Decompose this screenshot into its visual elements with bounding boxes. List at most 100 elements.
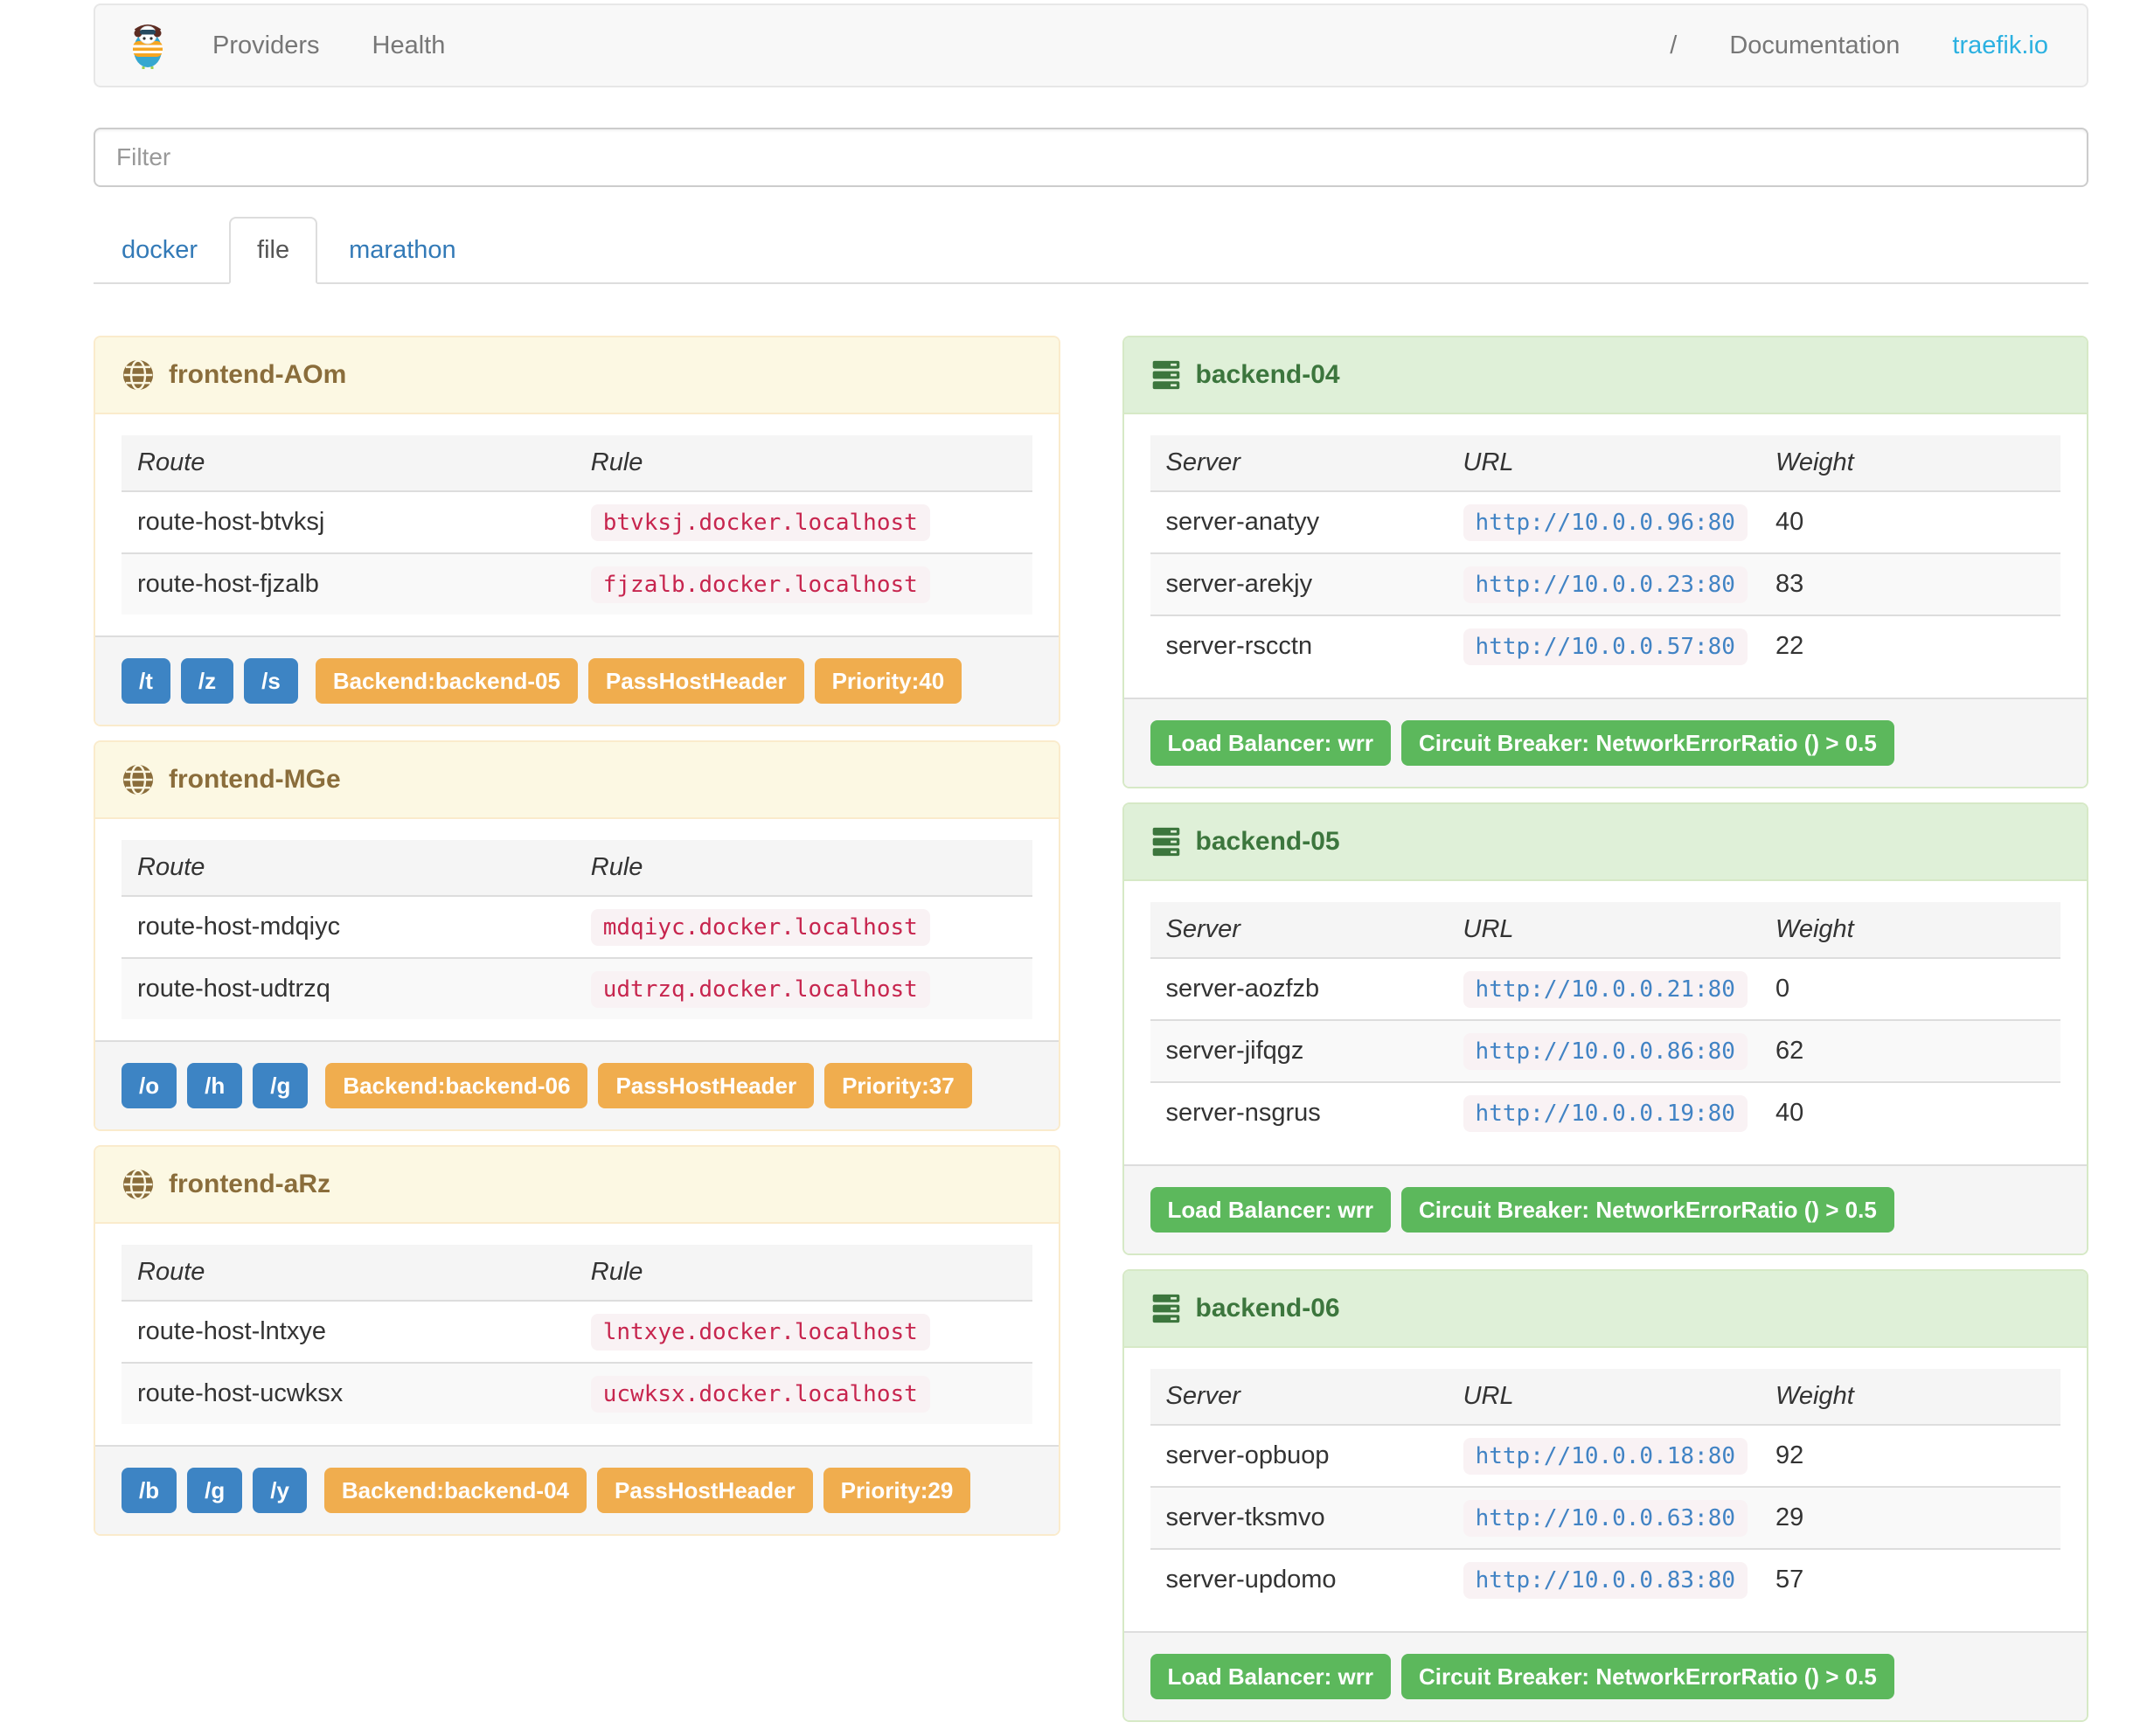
frontend-title: frontend-MGe (169, 765, 341, 794)
server-icon (1152, 1294, 1179, 1323)
table-row: server-arekjy http://10.0.0.23:80 83 (1150, 552, 2060, 615)
nav-providers-link[interactable]: Providers (212, 31, 320, 59)
server-column-header: Server (1150, 435, 1449, 492)
tab-docker[interactable]: docker (122, 236, 198, 264)
table-row: server-anatyy http://10.0.0.96:80 40 (1150, 491, 2061, 553)
server-weight: 57 (1761, 1548, 2060, 1610)
priority-badge: Priority:40 (814, 658, 962, 704)
rule-column-header: Rule (576, 840, 1032, 897)
table-header-row: Route Rule (122, 840, 1032, 897)
traefik-logo[interactable] (108, 21, 186, 70)
table-row: server-jifqgz http://10.0.0.86:80 62 (1150, 1019, 2060, 1082)
backend-panel: backend-06 Server URL Weight (1122, 1269, 2088, 1722)
nav-documentation-link[interactable]: Documentation (1729, 31, 1900, 59)
property-badges: Backend:backend-06 PassHostHeader Priori… (325, 1063, 972, 1108)
url-column-header: URL (1449, 902, 1761, 959)
globe-icon (122, 1169, 154, 1200)
backend-badges: Load Balancer: wrr Circuit Breaker: Netw… (1150, 1187, 1894, 1233)
frontend-panel-heading: frontend-aRz (95, 1147, 1059, 1224)
table-row: server-aozfzb http://10.0.0.21:80 0 (1150, 958, 2061, 1020)
nav-root-link[interactable]: / (1670, 31, 1678, 59)
backend-badges: Load Balancer: wrr Circuit Breaker: Netw… (1150, 720, 1894, 766)
server-url: http://10.0.0.19:80 (1463, 1095, 1748, 1132)
load-balancer-badge: Load Balancer: wrr (1150, 1654, 1392, 1699)
nav-traefik-io-link[interactable]: traefik.io (1952, 31, 2048, 59)
server-name: server-aozfzb (1165, 975, 1320, 1003)
backend-panel-heading: backend-04 (1123, 337, 2087, 414)
server-weight: 0 (1775, 975, 1790, 1003)
table-row: route-host-fjzalb fjzalb.docker.localhos… (122, 552, 1032, 615)
server-name: server-jifqgz (1150, 1019, 1449, 1082)
entrypoint-badge: /o (122, 1063, 177, 1108)
backend-panel-body: Server URL Weight server-anatyy http://1… (1124, 414, 2088, 698)
backend-panel-footer: Load Balancer: wrr Circuit Breaker: Netw… (1123, 1631, 2087, 1720)
route-rule: lntxye.docker.localhost (590, 1314, 930, 1351)
url-column-header: URL (1449, 435, 1761, 492)
table-header-row: Route Rule (122, 435, 1032, 492)
weight-column-header: Weight (1761, 902, 2060, 959)
server-url: http://10.0.0.83:80 (1463, 1562, 1748, 1599)
server-url: http://10.0.0.57:80 (1463, 628, 1748, 665)
backend-panel-body: Server URL Weight server-aozfzb http://1… (1124, 881, 2088, 1164)
server-url: http://10.0.0.63:80 (1463, 1500, 1748, 1537)
route-rule: mdqiyc.docker.localhost (590, 909, 930, 946)
globe-icon (122, 764, 154, 795)
rule-column-header: Rule (576, 1245, 1032, 1302)
frontend-panel-body: Route Rule route-host-btvksj btvksj.dock… (95, 414, 1059, 635)
server-name: server-rscctn (1150, 615, 1449, 677)
server-name: server-updomo (1150, 1548, 1449, 1610)
priority-badge: Priority:37 (824, 1063, 972, 1108)
traefik-mascot-icon (133, 24, 163, 69)
table-header-row: Server URL Weight (1150, 1369, 2060, 1426)
frontend-panel-footer: /b /g /y Backend:backend-04 PassHostHead… (95, 1445, 1059, 1534)
frontend-panel-heading: frontend-AOm (95, 337, 1059, 414)
frontend-panel-footer: /t /z /s Backend:backend-05 PassHostHead… (95, 635, 1059, 725)
frontend-panel-footer: /o /h /g Backend:backend-06 PassHostHead… (95, 1040, 1059, 1129)
tab-file[interactable]: file (229, 217, 318, 284)
entrypoint-badge: /t (122, 658, 170, 704)
server-icon (1152, 360, 1179, 390)
table-row: route-host-ucwksx ucwksx.docker.localhos… (122, 1362, 1032, 1424)
entrypoint-badges: /o /h /g (122, 1063, 309, 1108)
table-row: server-opbuop http://10.0.0.18:80 92 (1150, 1425, 2061, 1487)
frontend-panel: frontend-AOm Route Rule route-host-btvk (94, 336, 1060, 726)
route-rule: btvksj.docker.localhost (590, 504, 930, 541)
filter-section (94, 128, 2088, 187)
server-name: server-tksmvo (1150, 1486, 1449, 1549)
server-icon (1152, 827, 1179, 857)
frontend-title: frontend-AOm (169, 360, 347, 389)
url-column-header: URL (1449, 1369, 1762, 1426)
route-column-header: Route (122, 1245, 577, 1302)
tab-marathon[interactable]: marathon (349, 236, 456, 264)
globe-icon (122, 359, 154, 391)
nav-health-link[interactable]: Health (372, 31, 446, 59)
server-weight: 22 (1761, 615, 2060, 677)
table-row: server-updomo http://10.0.0.83:80 57 (1150, 1548, 2060, 1610)
entrypoint-badge: /z (180, 658, 234, 704)
rule-column-header: Rule (576, 435, 1032, 492)
backend-title: backend-04 (1195, 360, 1340, 389)
server-name: server-arekjy (1150, 552, 1449, 615)
filter-input[interactable] (94, 128, 2088, 187)
frontend-title: frontend-aRz (169, 1170, 330, 1198)
backend-panel-footer: Load Balancer: wrr Circuit Breaker: Netw… (1123, 1164, 2087, 1253)
server-url: http://10.0.0.21:80 (1463, 971, 1748, 1008)
load-balancer-badge: Load Balancer: wrr (1150, 1187, 1392, 1233)
entrypoint-badge: /y (253, 1468, 307, 1513)
entrypoint-badge: /s (244, 658, 298, 704)
table-row: route-host-btvksj btvksj.docker.localhos… (122, 491, 1032, 553)
route-name: route-host-btvksj (137, 508, 325, 536)
server-weight: 40 (1775, 508, 1804, 536)
content-row: frontend-AOm Route Rule route-host-btvk (94, 336, 2088, 1736)
server-url: http://10.0.0.18:80 (1463, 1438, 1748, 1475)
backend-ref-badge: Backend:backend-06 (325, 1063, 588, 1108)
backends-column: backend-04 Server URL Weight (1122, 336, 2088, 1736)
frontend-panel-body: Route Rule route-host-mdqiyc mdqiyc.dock… (95, 819, 1059, 1040)
frontends-column: frontend-AOm Route Rule route-host-btvk (94, 336, 1060, 1550)
backend-panel-heading: backend-05 (1123, 804, 2087, 881)
route-name: route-host-fjzalb (122, 552, 577, 615)
server-weight: 29 (1761, 1486, 2060, 1549)
routes-table: Route Rule route-host-btvksj btvksj.dock… (122, 435, 1032, 615)
passhostheader-badge: PassHostHeader (587, 658, 804, 704)
weight-column-header: Weight (1761, 435, 2060, 492)
